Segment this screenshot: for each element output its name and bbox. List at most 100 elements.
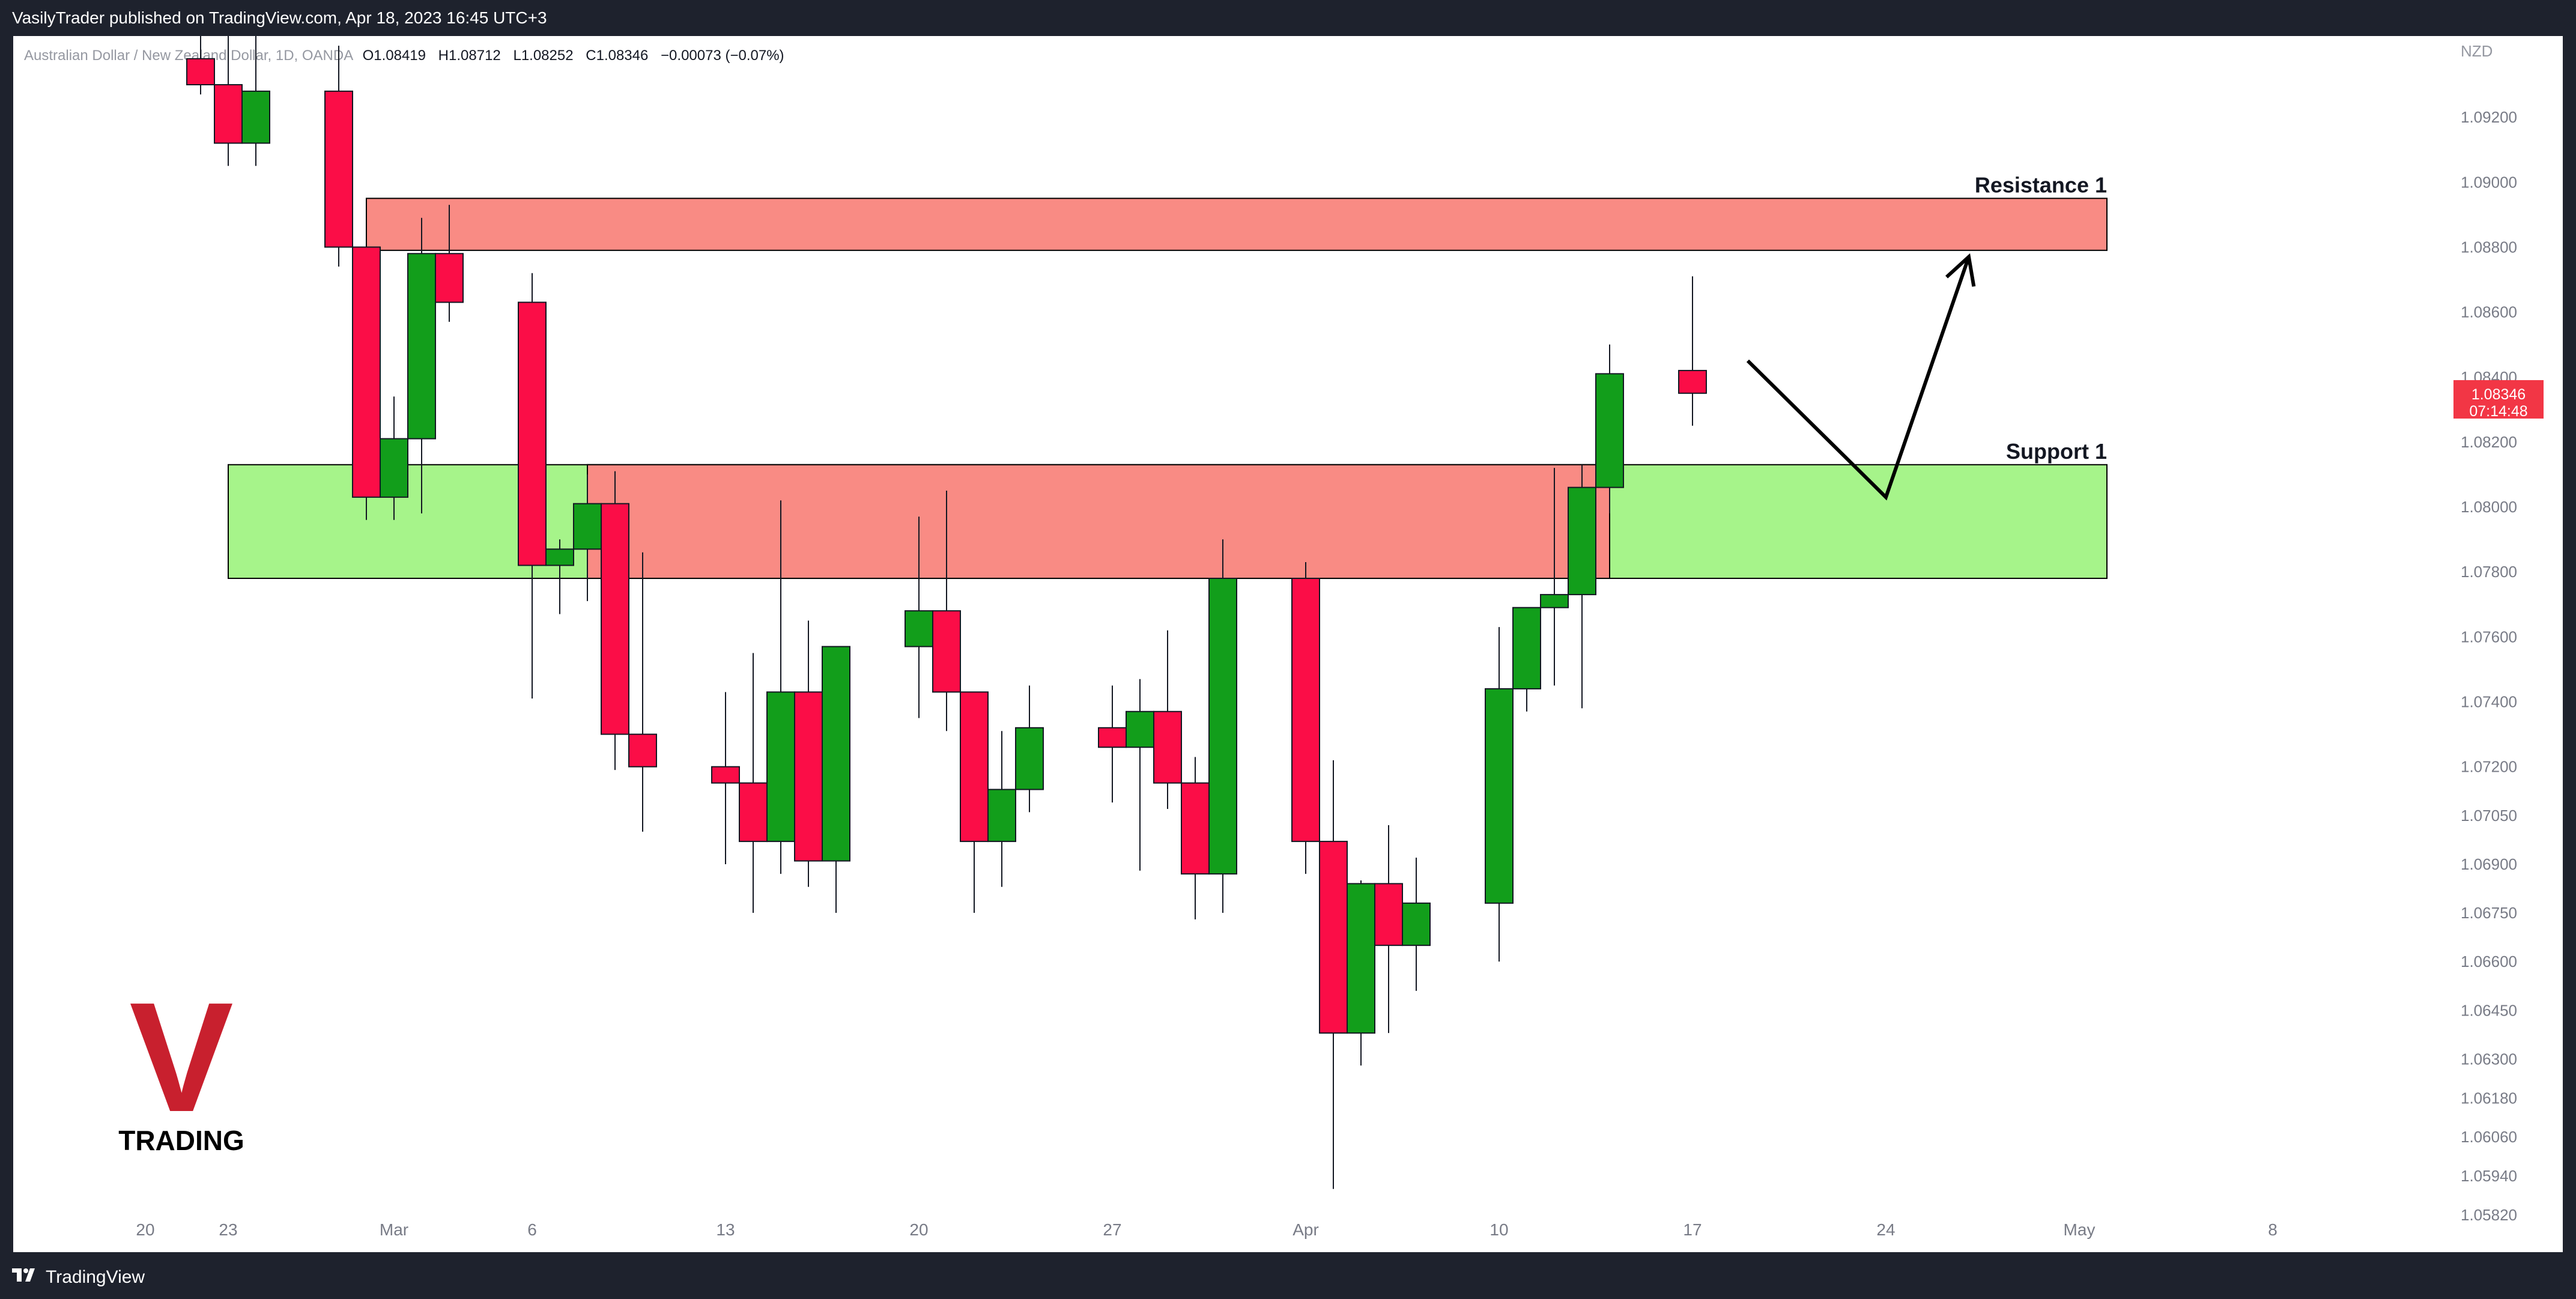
price-tick-6: 1.08000 [2461,498,2517,516]
candle-body-0 [186,58,215,86]
price-tick-14: 1.06600 [2461,952,2517,970]
symbol-legend: Australian Dollar / New Zealand Dollar, … [24,47,784,64]
candle-body-21 [987,789,1016,843]
price-tick-1: 1.09000 [2461,173,2517,191]
zones-layer [228,198,2108,580]
time-tick-3: 6 [527,1220,537,1239]
candle-body-18 [905,610,933,647]
candle-body-9 [545,548,574,566]
price-tick-2: 1.08800 [2461,238,2517,256]
price-tick-10: 1.07200 [2461,758,2517,776]
candle-body-19 [932,610,961,693]
projection-arrow [1746,253,1976,501]
time-tick-11: May [2064,1220,2096,1239]
tradingview-brand-text: TradingView [46,1267,145,1287]
time-tick-2: Mar [380,1220,408,1239]
open-label: O [363,47,374,64]
time-tick-6: 27 [1103,1220,1121,1239]
candle-body-25 [1153,710,1182,784]
candle-body-13 [711,766,740,784]
candle-body-5 [380,438,408,498]
zone-labels-layer: Resistance 1 Support 1 [1975,172,2107,463]
time-tick-12: 8 [2268,1220,2277,1239]
price-tick-7: 1.07800 [2461,563,2517,581]
price-axis-ticks: 1.092001.090001.088001.086001.084001.082… [2461,108,2517,1224]
candle-body-10 [573,503,602,550]
low-label: L [513,47,521,64]
candle-body-37 [1595,373,1624,488]
candle-body-27 [1208,578,1237,875]
zone-0 [366,198,2108,251]
zone-label-0: Resistance 1 [1975,172,2107,197]
candle-body-31 [1374,883,1403,946]
logo-text: TRADING [118,1125,244,1156]
time-tick-8: 10 [1490,1220,1508,1239]
candle-body-30 [1347,883,1375,1034]
candle-body-29 [1319,841,1348,1034]
close-label: C [586,47,596,64]
price-tick-13: 1.06750 [2461,904,2517,922]
price-tick-20: 1.05820 [2461,1206,2517,1224]
candle-body-1 [214,84,243,144]
chart-area[interactable]: NZD Australian Dollar / New Zealand Doll… [13,19,2563,1252]
candle-body-15 [766,691,795,843]
time-tick-5: 20 [909,1220,928,1239]
time-tick-9: 17 [1683,1220,1702,1239]
footer-bar: TradingView [0,1255,2576,1299]
change-value: −0.00073 (−0.07%) [661,47,784,64]
candle-body-4 [352,246,381,498]
candle-body-35 [1540,594,1569,608]
candle-body-23 [1098,727,1127,748]
price-tick-17: 1.06180 [2461,1089,2517,1107]
candlestick-chart[interactable]: NZD Australian Dollar / New Zealand Doll… [13,19,2563,1252]
v-trading-logo: V TRADING [118,970,244,1156]
projection-arrowhead [1945,253,1976,287]
time-tick-1: 23 [219,1220,237,1239]
projection-path [1746,256,1971,501]
candle-body-20 [960,691,989,843]
candle-body-6 [407,253,436,440]
price-axis-area[interactable] [2453,36,2563,1228]
close-value: 1.08346 [596,47,649,64]
candle-body-16 [794,691,823,862]
price-tick-11: 1.07050 [2461,807,2517,825]
currency-label: NZD [2461,42,2493,60]
high-value: 1.08712 [449,47,501,64]
candle-body-22 [1015,727,1044,790]
price-tick-0: 1.09200 [2461,108,2517,126]
price-tick-12: 1.06900 [2461,855,2517,873]
candle-body-7 [435,253,464,303]
candle-body-28 [1291,578,1320,843]
zone-label-1: Support 1 [2006,439,2107,464]
candle-body-14 [739,782,768,843]
time-tick-10: 24 [1876,1220,1895,1239]
published-info-text: VasilyTrader published on TradingView.co… [12,8,547,27]
time-tick-7: Apr [1293,1220,1319,1239]
price-tick-5: 1.08200 [2461,433,2517,451]
time-axis-ticks: 20 23 Mar 6 13 20 27 Apr 10 17 24 May 8 [136,1220,2277,1239]
tradingview-logo-icon [12,1267,40,1288]
candle-body-38 [1678,369,1707,394]
current-price-label: 1.08346 [2471,386,2526,403]
candles-layer [186,19,1707,1189]
logo-letter: V [129,970,234,1145]
time-tick-0: 20 [136,1220,154,1239]
price-tick-8: 1.07600 [2461,628,2517,646]
candle-body-34 [1512,607,1541,689]
publish-header: VasilyTrader published on TradingView.co… [0,0,2576,36]
price-tick-18: 1.06060 [2461,1128,2517,1146]
price-tick-19: 1.05940 [2461,1167,2517,1185]
candle-body-33 [1485,688,1514,904]
low-value: 1.08252 [521,47,574,64]
candle-body-32 [1402,902,1431,946]
candle-body-11 [601,503,629,735]
countdown-label: 07:14:48 [2469,403,2527,420]
candle-body-26 [1181,782,1210,875]
candle-body-24 [1126,710,1154,748]
price-tick-16: 1.06300 [2461,1050,2517,1068]
candle-body-17 [822,646,850,862]
candle-body-36 [1568,486,1596,596]
price-tick-9: 1.07400 [2461,693,2517,711]
price-tick-3: 1.08600 [2461,303,2517,321]
open-value: 1.08419 [374,47,426,64]
